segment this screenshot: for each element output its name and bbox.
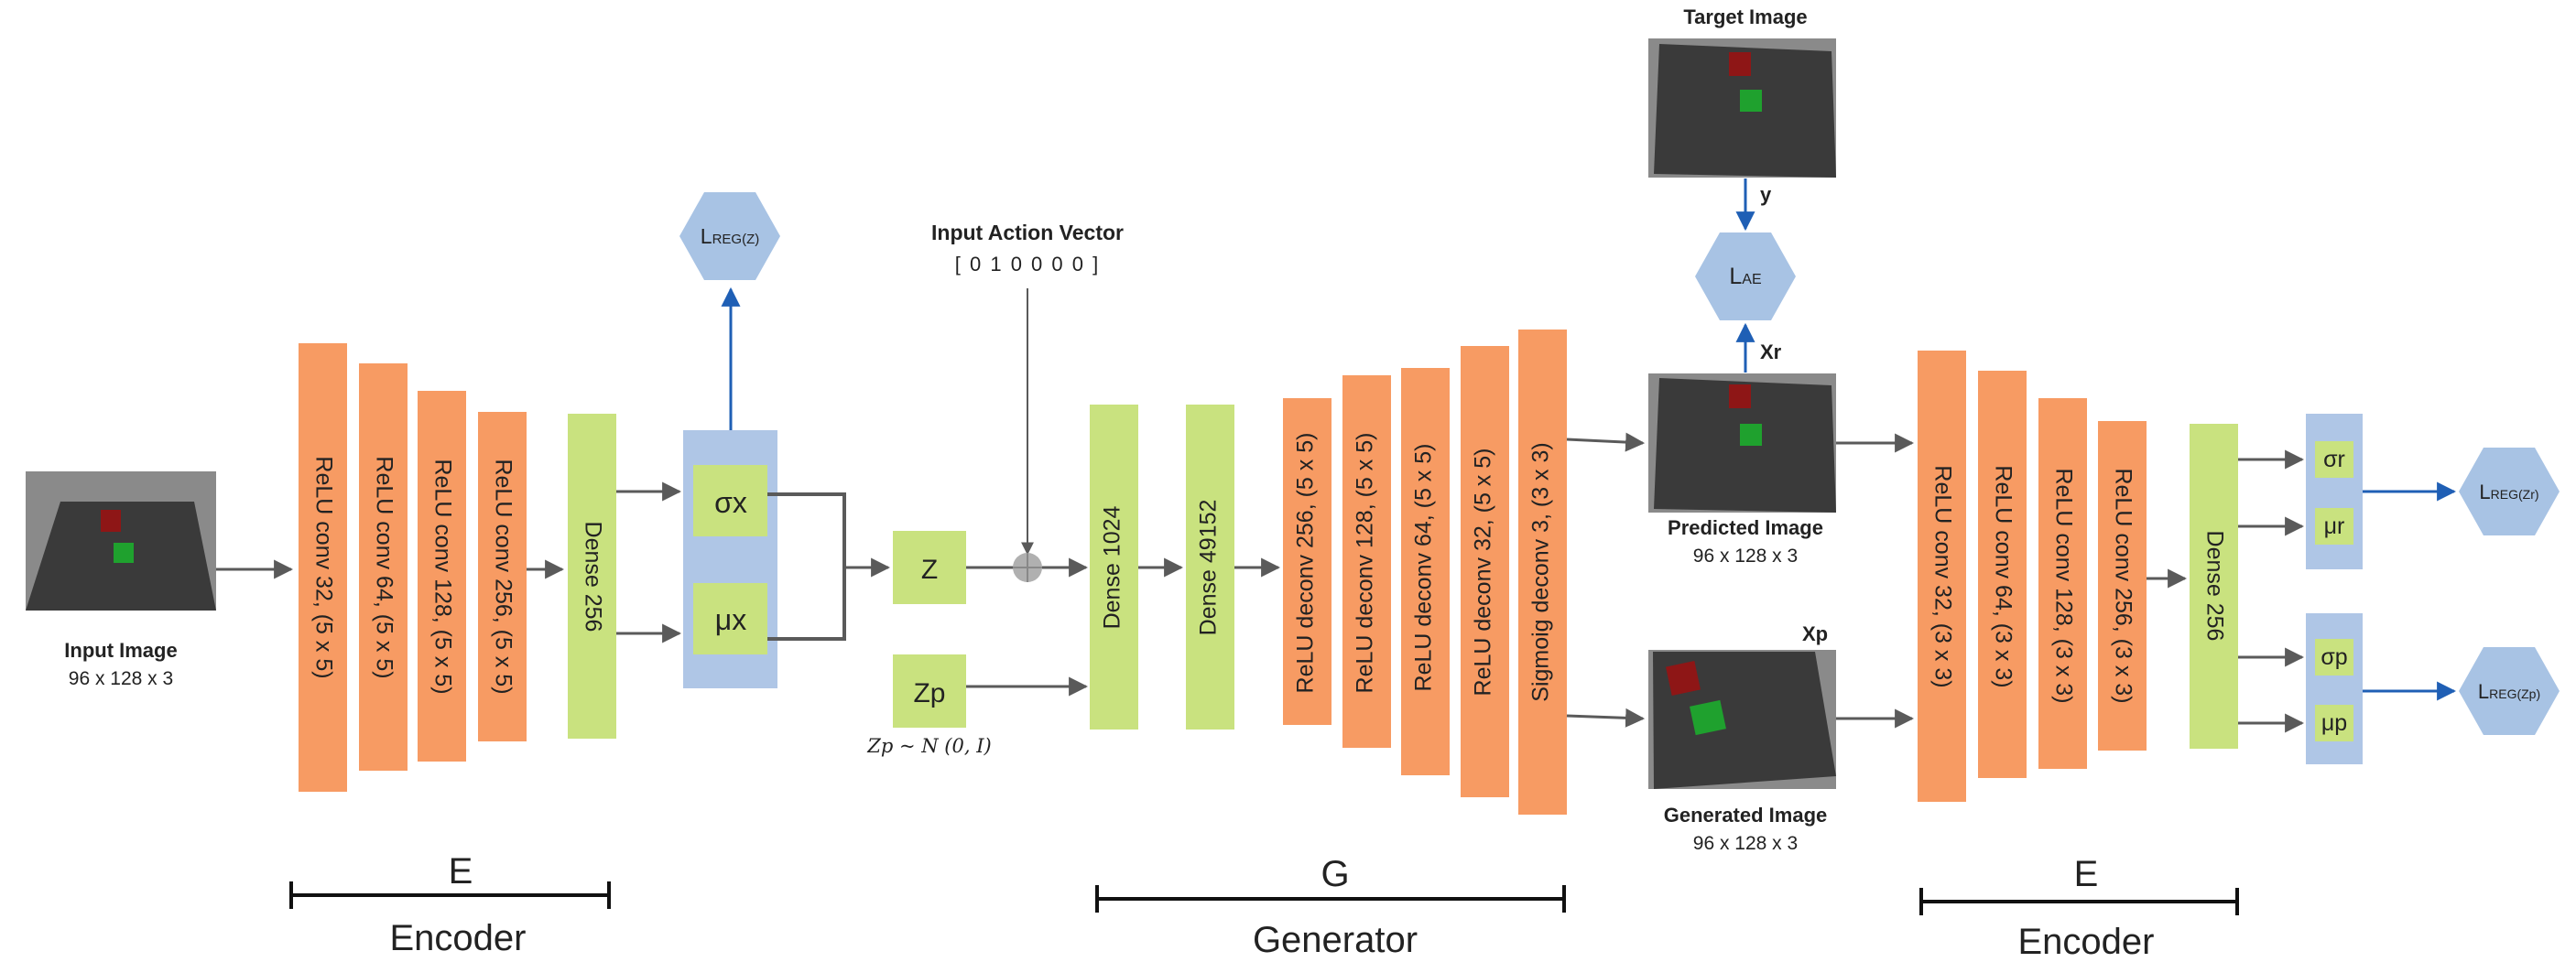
deconv-layer-3 <box>1401 368 1450 775</box>
generator-dense-2 <box>1186 405 1234 730</box>
mu-r-box <box>2315 508 2353 545</box>
loss-ae-hex <box>1695 232 1796 320</box>
latent-p-box <box>2306 613 2363 764</box>
action-vector-title: Input Action Vector <box>931 221 1124 244</box>
xr-label: Xr <box>1760 340 1782 363</box>
sigma-r-label: σr <box>2323 447 2345 472</box>
zp-label: Zp <box>913 678 945 708</box>
deconv-layer-5-label: Sigmoig deconv 3, (3 x 3) <box>1528 442 1554 701</box>
sigma-r-box <box>2315 441 2353 478</box>
predicted-image-dims: 96 x 128 x 3 <box>1693 546 1798 567</box>
encoder-dense-label: Dense 256 <box>580 522 605 632</box>
deconv-layer-4 <box>1461 346 1509 797</box>
deconv-layer-2 <box>1342 375 1391 748</box>
action-vector-value: [ 0 1 0 0 0 0 ] <box>955 253 1100 276</box>
generator-name: Generator <box>1253 920 1418 960</box>
encoder-bracket <box>289 881 611 909</box>
conv-layer-2-label: ReLU conv 64, (5 x 5) <box>371 456 397 678</box>
generator-bracket <box>1095 885 1566 913</box>
enc2-conv-layer-3-label: ReLU conv 128, (3 x 3) <box>2050 468 2076 703</box>
generator-letter: G <box>1321 854 1349 894</box>
encoder2-conv-stack: ReLU conv 32, (3 x 3) ReLU conv 64, (3 x… <box>1918 351 2147 802</box>
generated-image-dims: 96 x 128 x 3 <box>1693 833 1798 854</box>
encoder2-bracket <box>1919 888 2239 915</box>
input-image-title: Input Image <box>64 639 177 662</box>
mu-x-label: μx <box>715 603 746 636</box>
z-box <box>893 531 966 604</box>
encoder-dense <box>568 414 616 739</box>
loss-reg-z-label: LREG(Z) <box>701 224 759 248</box>
loss-reg-zp-hex <box>2459 647 2560 735</box>
conv-layer-2 <box>359 363 408 771</box>
generator-dense-2-label: Dense 49152 <box>1196 500 1222 636</box>
deconv-layer-5 <box>1518 330 1567 815</box>
deconv-layer-1-label: ReLU deconv 256, (5 x 5) <box>1293 433 1319 694</box>
encoder2-name: Encoder <box>2018 922 2155 962</box>
sigma-x-box <box>693 465 767 536</box>
target-image <box>1648 38 1836 178</box>
encoder-conv-stack: ReLU conv 32, (5 x 5) ReLU conv 64, (5 x… <box>299 343 527 792</box>
deconv-layer-1 <box>1283 398 1331 725</box>
encoder-letter: E <box>449 851 473 892</box>
loss-ae-label: LAE <box>1729 264 1761 289</box>
generated-image <box>1648 650 1836 789</box>
input-image-dims: 96 x 128 x 3 <box>69 668 173 689</box>
xp-label: Xp <box>1802 622 1828 645</box>
latent-r-box <box>2306 414 2363 569</box>
sigma-p-label: σp <box>2321 644 2347 670</box>
mu-p-box <box>2315 705 2353 741</box>
generator-dense-1 <box>1090 405 1138 730</box>
enc2-conv-layer-4-label: ReLU conv 256, (3 x 3) <box>2110 468 2136 703</box>
encoder2-letter: E <box>2074 854 2099 894</box>
conv-layer-4-label: ReLU conv 256, (5 x 5) <box>490 459 516 694</box>
mu-p-label: μp <box>2321 710 2347 736</box>
mu-x-box <box>693 583 767 654</box>
enc2-conv-layer-2-label: ReLU conv 64, (3 x 3) <box>1990 465 2016 687</box>
z-label: Z <box>921 555 938 585</box>
sigma-p-box <box>2315 639 2353 676</box>
conv-layer-1 <box>299 343 347 792</box>
deconv-layer-3-label: ReLU deconv 64, (5 x 5) <box>1411 444 1437 692</box>
enc2-conv-layer-2 <box>1978 371 2027 778</box>
zp-distribution: Zp ~ N (0, I) <box>866 735 991 757</box>
encoder2-dense-label: Dense 256 <box>2201 531 2227 642</box>
input-image <box>26 471 216 611</box>
enc2-conv-layer-3 <box>2038 398 2087 769</box>
generator-deconv-stack: ReLU deconv 256, (5 x 5) ReLU deconv 128… <box>1283 330 1567 815</box>
y-label: y <box>1760 183 1772 206</box>
encoder2-dense <box>2190 424 2238 749</box>
encoder-name: Encoder <box>390 918 527 958</box>
mu-r-label: μr <box>2324 513 2345 539</box>
loss-reg-zr-hex <box>2459 448 2560 535</box>
loss-reg-zp-label: LREG(Zp) <box>2478 680 2540 703</box>
generator-dense-1-label: Dense 1024 <box>1100 505 1125 629</box>
conv-layer-4 <box>478 412 527 741</box>
conv-layer-1-label: ReLU conv 32, (5 x 5) <box>310 456 336 678</box>
zp-box <box>893 654 966 728</box>
loss-reg-z-hex <box>679 192 780 280</box>
predicted-image <box>1648 373 1836 513</box>
conv-layer-3 <box>418 391 466 762</box>
generated-image-title: Generated Image <box>1664 804 1828 827</box>
deconv-layer-4-label: ReLU deconv 32, (5 x 5) <box>1471 449 1496 697</box>
enc2-conv-layer-1 <box>1918 351 1966 802</box>
enc2-conv-layer-1-label: ReLU conv 32, (3 x 3) <box>1929 465 1955 687</box>
target-image-title: Target Image <box>1683 5 1807 28</box>
predicted-image-title: Predicted Image <box>1668 516 1823 539</box>
enc2-conv-layer-4 <box>2098 421 2147 751</box>
deconv-layer-2-label: ReLU deconv 128, (5 x 5) <box>1353 433 1378 694</box>
conv-layer-3-label: ReLU conv 128, (5 x 5) <box>429 459 455 694</box>
sigma-x-label: σx <box>714 486 747 519</box>
loss-reg-zr-label: LREG(Zr) <box>2479 481 2538 503</box>
